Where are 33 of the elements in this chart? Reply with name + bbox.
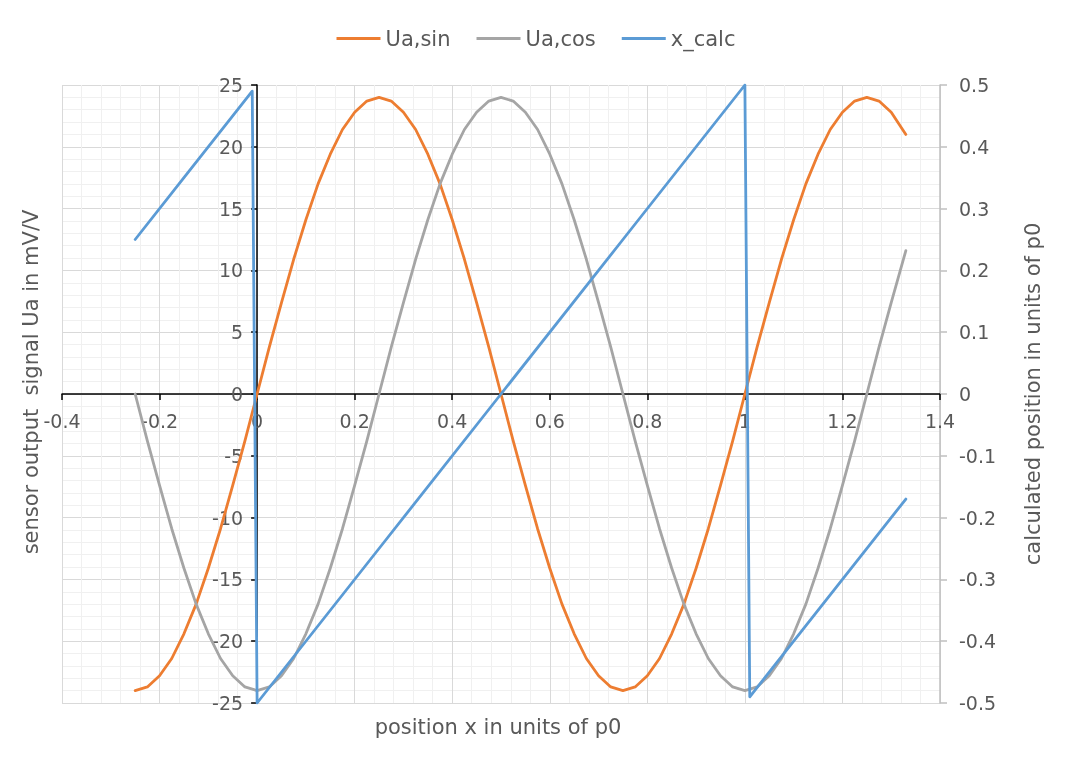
- y-tick-label: 15: [218, 197, 244, 220]
- y-tick-label: -25: [212, 692, 244, 714]
- x-tick-label: 0.8: [632, 409, 663, 432]
- x-tick-label: 0.6: [534, 409, 565, 432]
- y2-tick-label: -0.3: [959, 568, 997, 591]
- x-tick-label: 0.2: [339, 409, 370, 432]
- y2-tick-label: 0: [959, 383, 972, 405]
- y2-tick-label: 0.4: [959, 135, 990, 158]
- x-tick-label: 1.2: [827, 409, 858, 432]
- x-tick-label: -0.2: [141, 409, 179, 432]
- y-tick-label: 10: [218, 259, 244, 282]
- x-tick-label: -0.4: [43, 409, 81, 432]
- y-axis-title: sensor output signal Ua in mV/V: [19, 209, 43, 555]
- legend-label: x_calc: [670, 26, 736, 52]
- y2-tick-label: 0.5: [959, 74, 990, 96]
- y2-tick-label: -0.2: [959, 506, 997, 529]
- x-axis-title: position x in units of p0: [374, 715, 622, 739]
- y2-tick-label: 0.1: [959, 321, 990, 344]
- y2-tick-label: 0.3: [959, 197, 990, 220]
- y2-axis-title: calculated position in units of p0: [1020, 222, 1045, 566]
- legend-label: Ua,cos: [525, 26, 596, 51]
- legend-label: Ua,sin: [385, 26, 451, 51]
- y2-tick-label: 0.2: [959, 259, 990, 282]
- y2-tick-label: -0.4: [959, 630, 997, 653]
- x-tick-label: 1.4: [924, 409, 956, 432]
- y-tick-label: -20: [212, 630, 244, 653]
- y-tick-label: 25: [218, 74, 244, 96]
- y2-tick-label: -0.1: [959, 444, 997, 467]
- y-tick-label: 5: [231, 321, 244, 344]
- y-tick-label: 20: [218, 135, 244, 158]
- y2-tick-label: -0.5: [959, 692, 997, 714]
- y-tick-label: -15: [212, 568, 244, 591]
- x-tick-label: 0.4: [437, 409, 468, 432]
